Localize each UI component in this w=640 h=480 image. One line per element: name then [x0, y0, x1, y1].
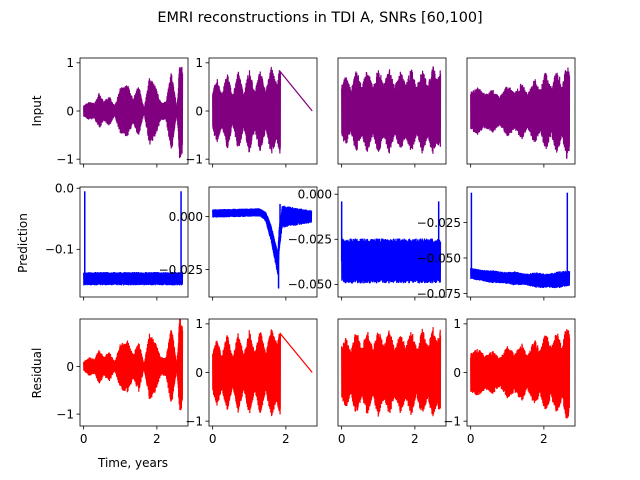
panel-prediction-2: 0.000 −0.025 — [159, 186, 318, 301]
row-label-residual: Residual — [30, 348, 44, 399]
series-line — [341, 66, 442, 154]
y-tick-label: −1 — [56, 407, 74, 421]
row-label-input: Input — [30, 95, 44, 126]
x-tick-label: 2 — [153, 432, 161, 446]
axes-frame — [337, 186, 447, 298]
x-axis-label: Time, years — [97, 456, 168, 470]
row-label-prediction: Prediction — [16, 213, 30, 273]
y-tick-label: −0.050 — [417, 251, 461, 265]
y-tick-label: −0.025 — [417, 216, 461, 230]
series-line — [83, 271, 184, 286]
series-line — [212, 329, 313, 417]
panel-residual-4: 0 2 −1 0 1 — [443, 317, 576, 446]
series-line — [212, 66, 313, 154]
x-tick-label: 0 — [209, 432, 217, 446]
axes-frame — [337, 318, 447, 427]
panel-grid: −101−1010.0−0.10.000−0.0250.000−0.025−0.… — [45, 56, 576, 446]
series-line — [212, 205, 313, 275]
axes-frame — [79, 186, 189, 298]
y-tick-label: −1 — [443, 414, 461, 428]
x-tick-label: 2 — [282, 432, 290, 446]
y-tick-label: 0.0 — [55, 182, 74, 196]
panel-input-3 — [337, 57, 447, 168]
panel-prediction-3: 0.000 −0.025 −0.050 — [288, 186, 447, 301]
series-line — [470, 67, 571, 159]
x-tick-label: 0 — [80, 432, 88, 446]
y-tick-label: −1 — [56, 152, 74, 166]
panel-residual-2: 0 2 −1 0 1 — [185, 317, 318, 446]
series-line — [83, 66, 184, 159]
y-tick-label: 0.000 — [169, 210, 203, 224]
axes-frame — [466, 186, 576, 298]
y-tick-label: 0 — [66, 104, 74, 118]
figure-title: EMRI reconstructions in TDI A, SNRs [60,… — [157, 10, 482, 26]
panel-prediction-1: 0.0 −0.1 — [45, 182, 189, 301]
x-tick-label: 0 — [467, 432, 475, 446]
y-tick-label: 1 — [66, 56, 74, 70]
x-tick-label: 0 — [338, 432, 346, 446]
y-tick-label: 0.000 — [298, 188, 332, 202]
panel-prediction-4: −0.025 −0.050 −0.075 — [417, 186, 576, 301]
series-line — [341, 238, 442, 284]
axes-frame — [79, 318, 189, 427]
y-tick-label: 1 — [453, 317, 461, 331]
axes-frame — [466, 57, 576, 165]
y-tick-label: 1 — [195, 56, 203, 70]
series-line — [470, 268, 571, 289]
panel-residual-1: 0 2 −1 0 — [56, 318, 189, 446]
x-tick-label: 2 — [411, 432, 419, 446]
y-tick-label: 0 — [195, 366, 203, 380]
y-tick-label: −0.050 — [288, 278, 332, 292]
panel-input-1: −1 0 1 — [56, 56, 189, 168]
axes-frame — [337, 57, 447, 165]
y-tick-label: −0.075 — [417, 287, 461, 301]
panel-input-4 — [466, 57, 576, 168]
y-tick-label: −1 — [185, 414, 203, 428]
y-tick-label: 0 — [453, 366, 461, 380]
y-tick-label: 0 — [66, 360, 74, 374]
panel-input-2: −1 0 1 — [185, 56, 318, 168]
series-line — [341, 327, 442, 417]
series-line — [83, 319, 184, 411]
y-tick-label: −0.025 — [159, 263, 203, 277]
series-line — [470, 329, 571, 419]
y-tick-label: −0.1 — [45, 243, 74, 257]
y-tick-label: 1 — [195, 317, 203, 331]
y-tick-label: −0.025 — [288, 233, 332, 247]
y-tick-label: 0 — [195, 104, 203, 118]
axes-frame — [208, 186, 318, 298]
y-tick-label: −1 — [185, 152, 203, 166]
x-tick-label: 2 — [540, 432, 548, 446]
